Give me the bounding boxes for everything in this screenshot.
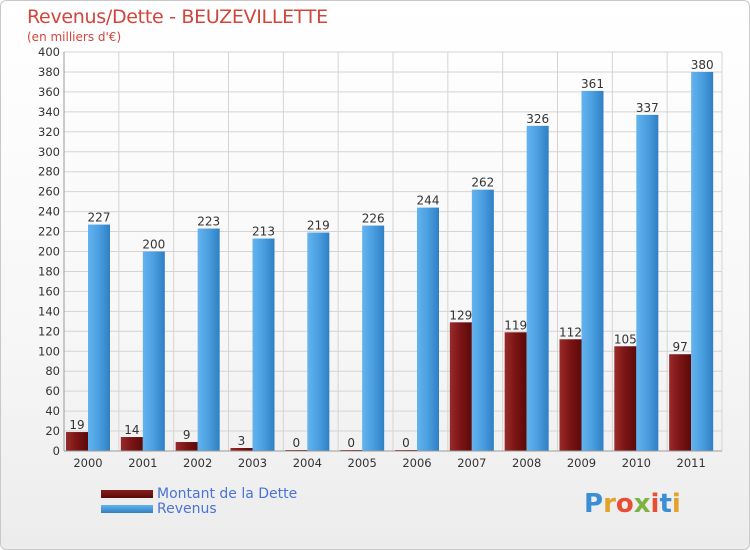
data-label-revenue: 380 <box>691 58 714 72</box>
logo-letter: i <box>671 489 681 519</box>
x-tick-label: 2011 <box>677 456 706 470</box>
bar-debt <box>175 442 198 451</box>
y-tick-label: 60 <box>45 384 60 398</box>
data-label-revenue: 226 <box>362 212 385 226</box>
bar-revenue <box>362 225 385 451</box>
data-label-debt: 14 <box>124 423 139 437</box>
data-label-debt: 0 <box>347 436 355 450</box>
data-label-debt: 0 <box>293 436 301 450</box>
bar-revenue <box>581 90 604 451</box>
x-tick-label: 2003 <box>238 456 267 470</box>
bar-revenue <box>88 224 110 451</box>
legend-swatch-revenue <box>101 505 153 513</box>
x-tick-label: 2008 <box>512 456 541 470</box>
data-label-revenue: 326 <box>526 112 549 126</box>
y-tick-label: 240 <box>38 205 60 219</box>
bar-revenue <box>691 71 714 451</box>
y-tick-label: 360 <box>38 85 60 99</box>
data-label-debt: 129 <box>449 308 472 322</box>
x-tick-label: 2000 <box>73 456 102 470</box>
bar-layer <box>66 71 714 451</box>
y-tick-label: 140 <box>38 304 60 318</box>
bar-debt <box>120 437 143 451</box>
data-label-debt: 105 <box>614 332 637 346</box>
chart-title: Revenus/Dette - BEUZEVILLETTE <box>27 6 328 28</box>
data-label-revenue: 337 <box>636 101 659 115</box>
y-tick-label: 180 <box>38 264 60 278</box>
data-label-revenue: 200 <box>142 238 165 252</box>
y-tick-label: 80 <box>45 364 60 378</box>
chart-subtitle: (en milliers d'€) <box>27 30 122 44</box>
legend-label-revenue: Revenus <box>157 501 217 517</box>
y-tick-label: 40 <box>45 404 60 418</box>
y-tick-label: 340 <box>38 105 60 119</box>
data-label-debt: 0 <box>402 436 410 450</box>
y-tick-label: 120 <box>38 324 60 338</box>
bar-debt <box>669 354 692 451</box>
y-tick-label: 220 <box>38 225 60 239</box>
bar-revenue <box>417 207 439 451</box>
x-tick-label: 2004 <box>293 456 322 470</box>
bar-revenue <box>307 232 330 451</box>
legend-swatch-debt <box>101 490 153 498</box>
y-tick-label: 0 <box>53 444 60 458</box>
bar-debt <box>614 346 637 451</box>
y-tick-label: 300 <box>38 145 60 159</box>
x-tick-label: 2002 <box>183 456 212 470</box>
y-tick-label: 260 <box>38 185 60 199</box>
y-tick-label: 200 <box>38 245 60 259</box>
data-label-debt: 3 <box>238 434 246 448</box>
bar-debt <box>504 332 527 451</box>
data-label-revenue: 244 <box>417 194 440 208</box>
axis-layer: 0204060801001201401601802002202402602803… <box>38 45 722 470</box>
bar-revenue <box>252 238 275 451</box>
logo-letter: x <box>633 489 651 519</box>
bar-revenue <box>526 125 549 451</box>
x-tick-label: 2005 <box>348 456 377 470</box>
data-label-revenue: 219 <box>307 219 330 233</box>
y-tick-label: 20 <box>45 424 60 438</box>
data-label-revenue: 223 <box>197 215 220 229</box>
bar-revenue <box>471 189 494 451</box>
legend-label-debt: Montant de la Dette <box>157 486 298 502</box>
x-tick-label: 2001 <box>128 456 157 470</box>
x-tick-label: 2006 <box>402 456 431 470</box>
proxiti-logo: Proxiti <box>584 489 681 519</box>
data-label-debt: 19 <box>69 418 84 432</box>
y-tick-label: 160 <box>38 284 60 298</box>
data-label-debt: 119 <box>504 318 527 332</box>
logo-letter: i <box>650 489 660 519</box>
data-label-debt: 97 <box>673 340 688 354</box>
data-label-revenue: 262 <box>471 176 494 190</box>
x-tick-label: 2010 <box>622 456 651 470</box>
data-label-revenue: 213 <box>252 225 275 239</box>
logo-letter: r <box>603 489 616 519</box>
y-tick-label: 380 <box>38 65 60 79</box>
y-tick-label: 280 <box>38 165 60 179</box>
logo-letter: o <box>615 489 634 519</box>
logo-letter: P <box>584 489 604 519</box>
bar-revenue <box>636 114 659 451</box>
y-tick-label: 400 <box>38 45 60 59</box>
data-label-debt: 112 <box>559 325 582 339</box>
bar-debt <box>66 432 88 451</box>
x-tick-label: 2007 <box>457 456 486 470</box>
y-tick-label: 320 <box>38 125 60 139</box>
y-tick-label: 100 <box>38 344 60 358</box>
bar-debt <box>449 322 472 451</box>
logo-letter: t <box>659 489 672 519</box>
label-layer: 19 227 14 200 9 223 3 213 0 219 0 226 0 244 129 262 119 3… <box>69 58 713 450</box>
data-label-revenue: 361 <box>581 77 604 91</box>
bar-revenue <box>142 251 165 451</box>
bar-revenue <box>197 228 220 451</box>
bar-debt <box>230 448 253 451</box>
x-tick-label: 2009 <box>567 456 596 470</box>
bar-debt <box>559 339 582 451</box>
data-label-debt: 9 <box>183 428 191 442</box>
data-label-revenue: 227 <box>88 211 111 225</box>
